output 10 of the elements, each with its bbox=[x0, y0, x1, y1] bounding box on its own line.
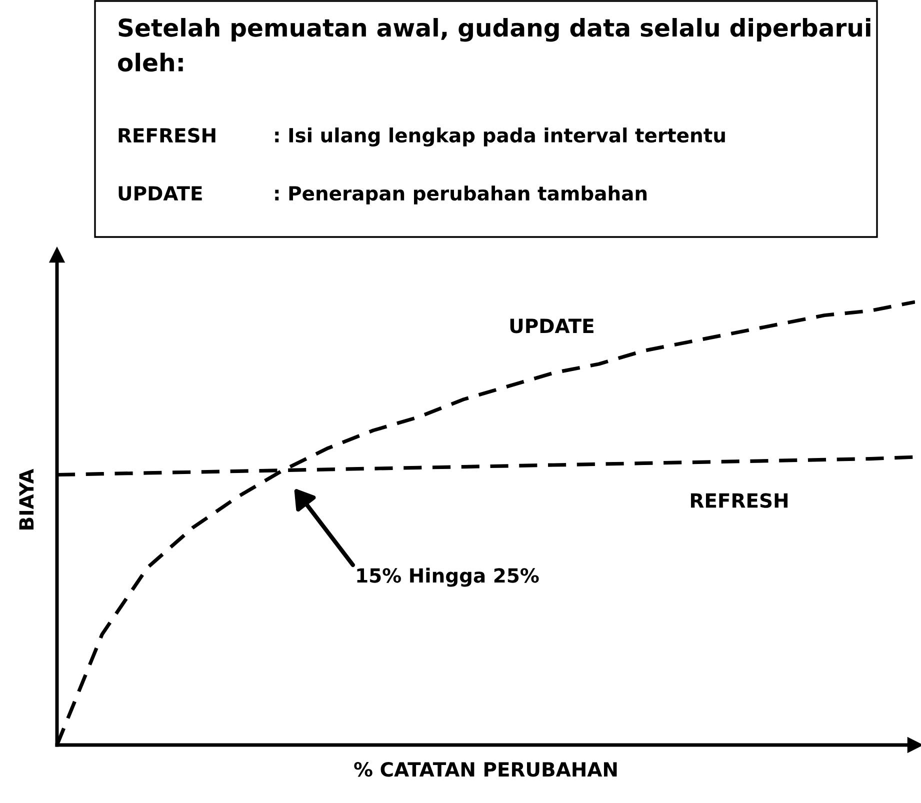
x-axis-title: % CATATAN PERUBAHAN bbox=[354, 762, 617, 777]
y-axis-title: BIAYA bbox=[19, 468, 34, 530]
annotation: 15% Hingga 25% bbox=[357, 568, 539, 587]
text: REFRESH bbox=[118, 128, 216, 143]
series-label: UPDATE bbox=[510, 318, 594, 334]
text: : Penerapan perubahan tambahan bbox=[275, 186, 647, 204]
series-label: REFRESH bbox=[690, 493, 788, 508]
text: : Isi ulang lengkap pada interval tertentu bbox=[275, 128, 725, 146]
text: UPDATE bbox=[118, 186, 202, 201]
chart-title: Setelah pemuatan awal, gudang data selalu diperbarui oleh: bbox=[118, 18, 870, 72]
